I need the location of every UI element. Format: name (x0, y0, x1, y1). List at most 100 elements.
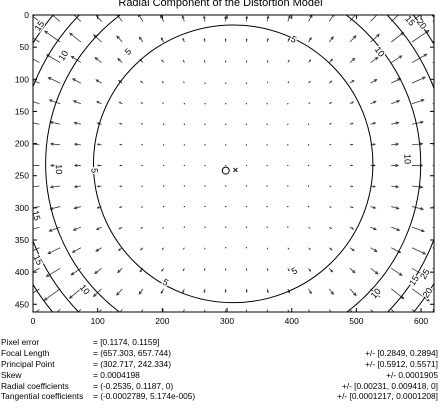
quiver-arrow (33, 16, 40, 22)
quiver-arrow-head (395, 184, 400, 189)
quiver-arrow-head (400, 295, 405, 300)
quiver-arrow-head (373, 122, 377, 125)
quiver-arrow-head (423, 53, 428, 57)
quiver-arrow-head (395, 142, 400, 146)
quiver-arrow-head (71, 78, 76, 82)
quiver-arrow-head (118, 101, 121, 104)
quiver-arrow (71, 267, 82, 276)
quiver-dot (183, 103, 185, 105)
quiver-dot (204, 103, 206, 105)
quiver-dot (225, 205, 227, 208)
quiver-arrow-head (138, 291, 142, 295)
quiver-arrow-head (119, 143, 122, 146)
quiver-arrow-head (287, 248, 290, 250)
quiver-arrow (370, 34, 380, 43)
quiver-arrow (69, 288, 82, 299)
quiver-arrow-head (225, 313, 227, 315)
quiver-arrow-head (203, 312, 205, 314)
quiver-arrow-head (68, 9, 71, 12)
quiver-arrow-head (330, 291, 334, 296)
y-tick-label: 100 (15, 74, 29, 84)
quiver-arrow-head (203, 290, 206, 294)
quiver-arrow-head (423, 274, 428, 278)
quiver-arrow-head (48, 99, 53, 103)
quiver-arrow-head (395, 206, 400, 210)
quiver-arrow-head (425, 30, 430, 34)
quiver-dot (163, 185, 165, 187)
quiver-dot (204, 82, 206, 84)
quiver-arrow-head (403, 9, 406, 12)
quiver-arrow-head (373, 185, 376, 188)
quiver-arrow-head (96, 101, 100, 104)
quiver-arrow-head (203, 269, 206, 272)
quiver-arrow (349, 267, 356, 274)
quiver-dot (204, 123, 206, 125)
param-value: = (-0.0002789, 5.174e-005) (93, 391, 196, 402)
y-tick-label: 0 (24, 10, 29, 20)
quiver-dot (183, 123, 185, 125)
quiver-arrow (33, 185, 40, 188)
quiver-arrow (287, 309, 290, 312)
markers (221, 166, 238, 175)
quiver-arrow-head (224, 38, 227, 41)
quiver-dot (307, 205, 310, 208)
quiver-arrow (328, 36, 334, 43)
quiver-arrow (33, 58, 40, 63)
quiver-arrow-head (68, 295, 73, 299)
x-tick-label: 200 (155, 316, 169, 326)
contour-label: 5 (290, 265, 299, 276)
quiver-arrow (370, 15, 378, 22)
quiver-dot (245, 144, 248, 146)
contour-label: 10 (402, 154, 412, 164)
quiver-arrow-head (396, 227, 401, 232)
quiver-arrow (33, 267, 40, 273)
quiver-arrow-head (308, 248, 311, 251)
quiver-dot (245, 164, 248, 167)
quiver-arrow-head (420, 120, 424, 125)
quiver-arrow (95, 79, 102, 84)
quiver-dot (266, 185, 268, 187)
quiver-arrow-head (245, 38, 248, 41)
quiver-arrow-head (162, 227, 164, 229)
quiver-arrow-head (267, 313, 269, 316)
quiver-dot (287, 185, 289, 187)
quiver-arrow-head (49, 185, 54, 189)
quiver-arrow-head (117, 269, 121, 274)
quiver-arrow (47, 247, 61, 254)
quiver-arrow-head (95, 227, 100, 230)
param-error: +/- [0.2849, 0.2894] (365, 347, 438, 358)
quiver-arrow-head (329, 185, 332, 187)
quiver-arrow-head (309, 15, 313, 18)
quiver-arrow (33, 80, 40, 84)
quiver-arrow-head (224, 269, 227, 272)
quiver-arrow (94, 267, 102, 274)
quiver-dot (204, 205, 206, 208)
quiver-dot (245, 247, 248, 249)
quiver-arrow (46, 267, 61, 277)
quiver-arrow-head (47, 250, 52, 254)
quiver-arrow-head (70, 55, 75, 60)
quiver-arrow-head (139, 269, 143, 273)
quiver-arrow-head (309, 36, 312, 41)
param-label: Tangential coefficients (1, 391, 84, 402)
contour-label: 5 (289, 34, 298, 45)
quiver-arrow-head (118, 122, 122, 125)
quiver-arrow (74, 143, 81, 146)
y-tick-label: 50 (20, 42, 30, 52)
quiver-dot (225, 226, 227, 228)
quiver-arrow (116, 288, 123, 296)
plot-frame (32, 14, 435, 313)
quiver-arrow-head (42, 7, 45, 10)
quiver-arrow (411, 247, 426, 255)
quiver-dot (225, 164, 227, 167)
quiver-dot (245, 103, 248, 105)
contour-line-10 (45, 15, 422, 312)
quiver-arrow (411, 99, 425, 105)
quiver-arrow-head (43, 297, 48, 301)
quiver-arrow (411, 226, 425, 232)
quiver-dot (266, 123, 268, 125)
quiver-arrow (98, 309, 102, 312)
quiver-dot (266, 226, 268, 228)
quiver-arrow-head (24, 98, 27, 100)
quiver-arrow-head (96, 164, 100, 167)
